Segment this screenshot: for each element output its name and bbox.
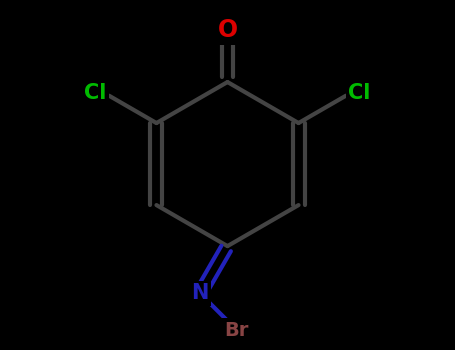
Text: Br: Br (225, 321, 249, 340)
Text: Cl: Cl (349, 83, 371, 103)
Text: Cl: Cl (84, 83, 106, 103)
Text: N: N (192, 284, 209, 303)
Text: O: O (217, 18, 238, 42)
